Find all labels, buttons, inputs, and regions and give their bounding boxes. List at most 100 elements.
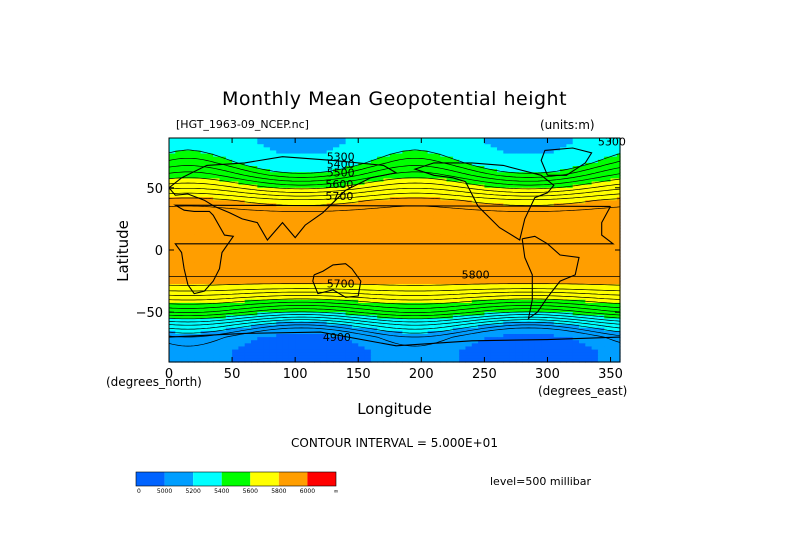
band-cell — [591, 150, 599, 155]
band-cell — [377, 212, 385, 217]
band-cell — [351, 284, 359, 288]
band-cell — [187, 259, 195, 264]
band-cell — [478, 318, 485, 323]
band-cell — [269, 262, 277, 267]
band-cell — [345, 268, 353, 273]
band-cell — [225, 271, 233, 276]
band-cell — [560, 302, 567, 307]
band-cell — [276, 346, 284, 351]
band-cell — [591, 243, 599, 248]
band-cell — [459, 200, 467, 204]
band-cell — [301, 206, 309, 211]
band-cell — [572, 346, 580, 351]
band-cell — [339, 321, 347, 326]
band-cell — [497, 218, 504, 223]
band-cell — [213, 184, 221, 189]
band-cell — [383, 169, 391, 173]
band-cell — [333, 259, 340, 264]
band-cell — [408, 330, 416, 335]
band-cell — [402, 169, 410, 173]
band-cell — [358, 138, 366, 142]
band-cell — [339, 175, 347, 180]
band-cell — [459, 346, 467, 351]
band-cell — [339, 340, 347, 344]
band-cell — [560, 284, 567, 288]
band-cell — [471, 175, 479, 180]
band-cell — [345, 334, 353, 338]
band-cell — [610, 228, 618, 232]
band-cell — [282, 250, 290, 254]
band-cell — [528, 197, 536, 201]
band-cell — [503, 271, 511, 276]
band-cell — [591, 190, 599, 195]
band-cell — [358, 309, 366, 313]
band-cell — [490, 337, 498, 341]
band-cell — [515, 156, 523, 161]
band-cell — [440, 200, 448, 204]
band-cell — [610, 172, 618, 176]
band-cell — [459, 330, 467, 335]
band-cell — [396, 231, 403, 236]
band-cell — [566, 290, 574, 295]
band-cell — [213, 315, 221, 320]
band-cell — [345, 144, 353, 148]
band-cell — [181, 187, 189, 192]
band-cell — [553, 159, 561, 164]
band-cell — [515, 172, 523, 176]
band-cell — [238, 259, 246, 264]
band-cell — [301, 318, 309, 323]
band-cell — [597, 334, 605, 338]
band-cell — [478, 184, 485, 189]
band-cell — [238, 262, 246, 267]
band-cell — [288, 299, 296, 304]
band-cell — [326, 268, 334, 273]
band-cell — [490, 250, 498, 254]
band-cell — [282, 190, 290, 195]
band-cell — [295, 327, 303, 332]
band-cell — [484, 330, 492, 335]
band-cell — [219, 150, 227, 155]
band-cell — [572, 209, 580, 214]
band-cell — [288, 256, 296, 260]
band-cell — [169, 172, 176, 176]
band-cell — [509, 284, 517, 288]
band-cell — [194, 190, 202, 195]
band-cell — [421, 215, 429, 220]
band-cell — [415, 144, 422, 148]
band-cell — [389, 209, 397, 214]
band-cell — [232, 290, 239, 295]
band-cell — [238, 231, 246, 236]
band-cell — [402, 138, 410, 142]
band-cell — [490, 327, 498, 332]
band-cell — [257, 190, 265, 195]
band-cell — [339, 324, 347, 329]
band-cell — [282, 284, 290, 288]
band-cell — [597, 246, 605, 251]
band-cell — [484, 138, 492, 142]
band-cell — [396, 290, 403, 295]
band-cell — [597, 318, 605, 323]
band-cell — [187, 228, 195, 232]
band-cell — [187, 284, 195, 288]
band-cell — [547, 346, 555, 351]
band-cell — [515, 144, 523, 148]
band-cell — [433, 246, 441, 251]
band-cell — [553, 187, 561, 192]
band-cell — [345, 246, 353, 251]
band-cell — [345, 184, 353, 189]
band-cell — [225, 187, 233, 192]
band-cell — [471, 284, 479, 288]
band-cell — [200, 156, 208, 161]
band-cell — [465, 340, 473, 344]
band-cell — [370, 250, 378, 254]
band-cell — [408, 222, 416, 226]
band-cell — [181, 262, 189, 267]
band-cell — [351, 268, 359, 273]
band-cell — [490, 153, 498, 158]
band-cell — [358, 234, 366, 239]
band-cell — [383, 147, 391, 152]
band-cell — [358, 284, 366, 288]
band-cell — [459, 159, 467, 164]
band-cell — [206, 343, 214, 348]
band-cell — [307, 296, 315, 301]
